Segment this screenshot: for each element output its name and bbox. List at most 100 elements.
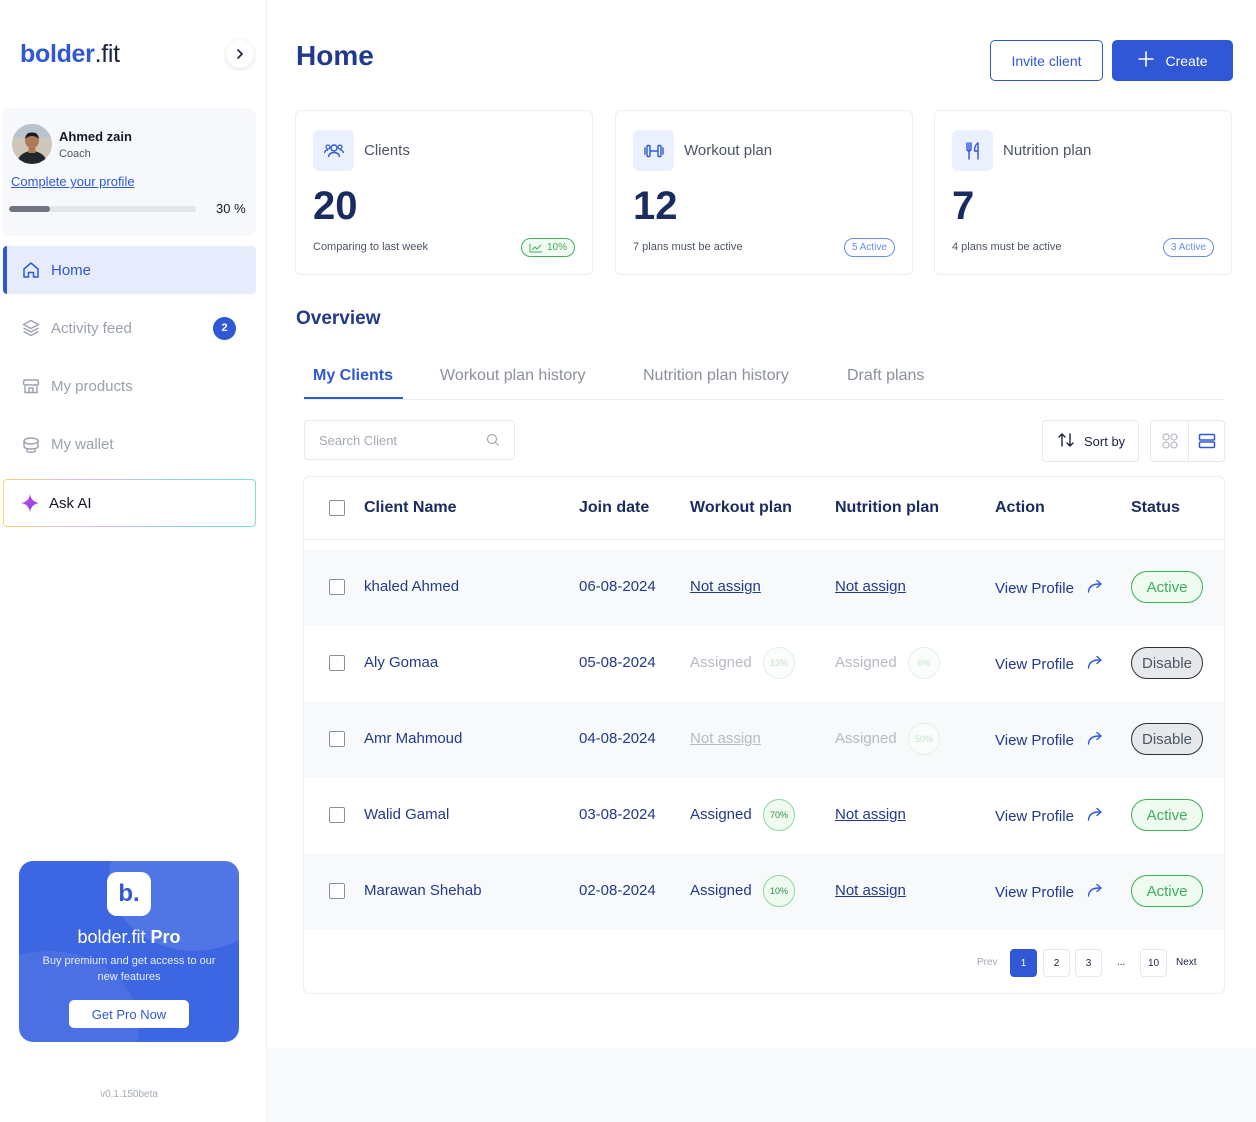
layers-icon <box>21 318 41 338</box>
table-row[interactable]: khaled Ahmed 06-08-2024 Not assign Not a… <box>304 549 1224 625</box>
sidebar-collapse-button[interactable] <box>226 40 254 68</box>
grid-view-button[interactable] <box>1151 421 1188 461</box>
stat-card-workout-plan[interactable]: Workout plan 12 7 plans must be active 5… <box>615 110 913 275</box>
view-profile-link[interactable]: View Profile <box>995 882 1105 902</box>
nutrition-plan-status[interactable]: Assigned <box>835 730 897 747</box>
table-row[interactable]: Aly Gomaa 05-08-2024 Assigned 13% Assign… <box>304 625 1224 701</box>
tab-my-clients[interactable]: My Clients <box>313 367 394 384</box>
brand-logo[interactable]: bolder.fit <box>20 40 120 69</box>
tab-nutrition-plan-history[interactable]: Nutrition plan history <box>643 367 789 384</box>
ask-ai-button[interactable]: Ask AI <box>3 479 256 527</box>
nutrition-plan-status[interactable]: Assigned <box>835 654 897 671</box>
workout-plan-status[interactable]: Assigned <box>690 882 752 899</box>
view-profile-label: View Profile <box>995 807 1074 825</box>
sidebar-item-home[interactable]: Home <box>3 246 256 294</box>
sidebar-item-label: Activity feed <box>51 319 132 337</box>
view-profile-link[interactable]: View Profile <box>995 578 1105 598</box>
stat-card-clients[interactable]: Clients 20 Comparing to last week 10% <box>295 110 593 275</box>
page-button-2[interactable]: 2 <box>1043 949 1070 977</box>
sort-by-button[interactable]: Sort by <box>1042 420 1139 462</box>
pagination-next[interactable]: Next <box>1176 957 1197 968</box>
status-badge[interactable]: Disable <box>1131 647 1203 679</box>
stat-value: 7 <box>952 184 975 228</box>
column-header-nutrition-plan[interactable]: Nutrition plan <box>835 499 939 516</box>
home-icon <box>21 260 41 280</box>
invite-client-button[interactable]: Invite client <box>990 40 1103 81</box>
sidebar-item-my-wallet[interactable]: My wallet <box>3 420 256 468</box>
client-name[interactable]: Walid Gamal <box>364 806 450 823</box>
stat-label: Workout plan <box>684 142 773 159</box>
pagination-prev[interactable]: Prev <box>977 957 998 968</box>
tab-draft-plans[interactable]: Draft plans <box>847 367 925 384</box>
nutrition-plan-link[interactable]: Not assign <box>835 806 906 823</box>
join-date: 06-08-2024 <box>579 578 656 595</box>
select-all-checkbox[interactable] <box>329 500 345 516</box>
nutrition-plan-link[interactable]: Not assign <box>835 882 906 899</box>
view-toggle <box>1150 420 1225 462</box>
overview-tabs: My Clients Workout plan history Nutritio… <box>304 358 1224 400</box>
trend-badge: 10% <box>520 238 575 257</box>
tab-active-indicator <box>304 397 403 399</box>
pro-logo: b. <box>107 872 151 916</box>
workout-plan-link[interactable]: Not assign <box>690 730 761 747</box>
search-client-input[interactable]: Search Client <box>304 420 515 460</box>
column-header-client-name[interactable]: Client Name <box>364 499 457 516</box>
join-date: 02-08-2024 <box>579 882 656 899</box>
page-button-1[interactable]: 1 <box>1010 949 1037 977</box>
sidebar-item-label: My products <box>51 377 133 395</box>
pagination: Prev 1 2 3 ... 10 Next <box>304 949 1224 979</box>
list-view-button[interactable] <box>1188 421 1225 461</box>
share-arrow-icon <box>1087 578 1105 598</box>
search-placeholder: Search Client <box>319 432 398 448</box>
column-header-join-date[interactable]: Join date <box>579 499 650 516</box>
workout-plan-status[interactable]: Assigned <box>690 806 752 823</box>
pro-promo-card: b. bolder.fit Pro Buy premium and get ac… <box>19 861 239 1042</box>
sidebar-item-my-products[interactable]: My products <box>3 362 256 410</box>
row-checkbox[interactable] <box>329 883 345 899</box>
sort-by-label: Sort by <box>1084 433 1126 449</box>
get-pro-button[interactable]: Get Pro Now <box>69 1000 189 1028</box>
column-header-action: Action <box>995 499 1045 516</box>
workout-plan-link[interactable]: Not assign <box>690 578 761 595</box>
table-row[interactable]: Marawan Shehab 02-08-2024 Assigned 10% N… <box>304 853 1224 929</box>
row-checkbox[interactable] <box>329 579 345 595</box>
view-profile-link[interactable]: View Profile <box>995 654 1105 674</box>
plus-icon <box>1137 50 1155 72</box>
nutrition-progress-ring: 6% <box>908 647 940 679</box>
client-name[interactable]: Amr Mahmoud <box>364 730 463 747</box>
client-name[interactable]: khaled Ahmed <box>364 578 460 595</box>
page-button-10[interactable]: 10 <box>1140 949 1167 977</box>
status-badge[interactable]: Disable <box>1131 723 1203 755</box>
join-date: 05-08-2024 <box>579 654 656 671</box>
nutrition-plan-link[interactable]: Not assign <box>835 578 906 595</box>
sidebar-item-activity-feed[interactable]: Activity feed 2 <box>3 304 256 352</box>
status-badge[interactable]: Active <box>1131 875 1203 907</box>
view-profile-link[interactable]: View Profile <box>995 730 1105 750</box>
row-checkbox[interactable] <box>329 655 345 671</box>
workout-plan-status[interactable]: Assigned <box>690 654 752 671</box>
status-badge[interactable]: Active <box>1131 571 1203 603</box>
stat-card-nutrition-plan[interactable]: Nutrition plan 7 4 plans must be active … <box>934 110 1232 275</box>
table-row[interactable]: Walid Gamal 03-08-2024 Assigned 70% Not … <box>304 777 1224 853</box>
table-row[interactable]: Amr Mahmoud 04-08-2024 Not assign Assign… <box>304 701 1224 777</box>
tab-workout-plan-history[interactable]: Workout plan history <box>440 367 586 384</box>
stat-note: 7 plans must be active <box>633 241 743 253</box>
row-checkbox[interactable] <box>329 731 345 747</box>
pagination-ellipsis: ... <box>1117 957 1126 968</box>
column-header-status[interactable]: Status <box>1131 499 1180 516</box>
view-profile-link[interactable]: View Profile <box>995 806 1105 826</box>
status-badge[interactable]: Active <box>1131 799 1203 831</box>
client-name[interactable]: Aly Gomaa <box>364 654 439 671</box>
view-profile-label: View Profile <box>995 883 1074 901</box>
avatar[interactable] <box>12 124 52 164</box>
workout-progress-ring: 70% <box>763 799 795 831</box>
client-name[interactable]: Marawan Shehab <box>364 882 482 899</box>
avatar-image <box>12 124 52 164</box>
row-checkbox[interactable] <box>329 807 345 823</box>
complete-profile-link[interactable]: Complete your profile <box>11 174 135 189</box>
create-button[interactable]: Create <box>1112 40 1233 81</box>
profile-progress-bar <box>9 206 196 212</box>
share-arrow-icon <box>1087 882 1105 902</box>
column-header-workout-plan[interactable]: Workout plan <box>690 499 792 516</box>
page-button-3[interactable]: 3 <box>1075 949 1102 977</box>
